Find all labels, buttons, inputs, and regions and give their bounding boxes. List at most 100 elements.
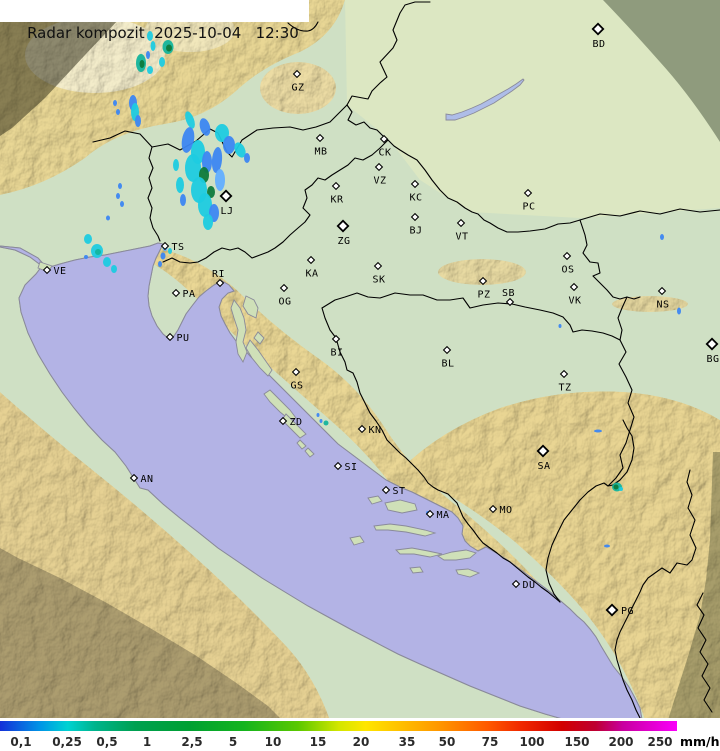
city-marker-diamond bbox=[381, 485, 391, 495]
city-kc: KC bbox=[409, 179, 422, 204]
city-marker-diamond bbox=[705, 337, 719, 351]
city-marker-diamond bbox=[160, 241, 170, 251]
city-label: SB bbox=[502, 288, 515, 299]
city-st: ST bbox=[381, 485, 405, 497]
radar-map: BD GZ MB CK VZ KR KC PC LJ ZG BJ VT TS OS VE RI KA SK PA OG… bbox=[0, 0, 720, 721]
radar-cell bbox=[147, 66, 153, 74]
city-label: MO bbox=[500, 505, 513, 516]
radar-cell bbox=[660, 234, 664, 240]
radar-cell bbox=[120, 201, 124, 207]
city-marker-diamond bbox=[442, 345, 452, 355]
city-label: TZ bbox=[558, 383, 571, 394]
city-marker-diamond bbox=[410, 179, 420, 189]
city-ma: MA bbox=[425, 509, 450, 521]
city-marker-diamond bbox=[336, 219, 350, 233]
city-label: KN bbox=[369, 425, 382, 436]
radar-cell bbox=[199, 118, 211, 136]
lake-balaton bbox=[445, 78, 525, 121]
legend-tick: 0,1 bbox=[10, 735, 32, 749]
radar-cell bbox=[234, 142, 246, 158]
city-label: PG bbox=[621, 606, 634, 617]
city-label: BJ bbox=[409, 226, 422, 237]
city-mo: MO bbox=[488, 505, 513, 516]
city-ka: KA bbox=[305, 255, 318, 280]
city-si: SI bbox=[333, 461, 357, 473]
radar-cell bbox=[113, 100, 117, 106]
legend-tick: 0,25 bbox=[52, 735, 82, 749]
radar-cell bbox=[211, 147, 223, 173]
city-pg: PG bbox=[605, 603, 634, 617]
city-label: AN bbox=[141, 474, 154, 485]
city-pz: PZ bbox=[477, 276, 490, 301]
city-ri: RI bbox=[212, 269, 225, 288]
city-label: PZ bbox=[477, 290, 490, 301]
radar-cell bbox=[558, 324, 562, 328]
city-os: OS bbox=[561, 251, 574, 276]
city-label: BL bbox=[441, 359, 454, 370]
radar-cell bbox=[147, 31, 153, 41]
city-gz: GZ bbox=[291, 69, 304, 94]
city-marker-diamond bbox=[374, 162, 384, 172]
city-vz: VZ bbox=[373, 162, 386, 187]
radar-cell bbox=[215, 124, 229, 142]
radar-cell bbox=[84, 255, 88, 259]
city-label: OS bbox=[561, 265, 574, 276]
city-ck: CK bbox=[378, 134, 391, 159]
radar-cell bbox=[159, 57, 165, 67]
city-du: DU bbox=[511, 580, 535, 591]
map-canvas: BD GZ MB CK VZ KR KC PC LJ ZG BJ VT TS OS VE RI KA SK PA OG… bbox=[0, 0, 720, 721]
intensity-legend: 0,1 0,25 0,5 1 2,5 5 10 15 20 35 50 75 100 150 200 250 … bbox=[0, 718, 720, 751]
city-marker-diamond bbox=[425, 509, 435, 519]
city-gs: GS bbox=[290, 367, 303, 392]
city-label: MA bbox=[437, 510, 450, 521]
radar-cell bbox=[594, 429, 602, 433]
radar-cell bbox=[135, 115, 141, 127]
radar-cell bbox=[215, 169, 225, 191]
city-marker-diamond bbox=[591, 22, 605, 36]
radar-cell bbox=[223, 136, 235, 154]
city-marker-diamond bbox=[562, 251, 572, 261]
city-ns: NS bbox=[656, 286, 669, 311]
city-marker-diamond bbox=[278, 416, 288, 426]
legend-unit-label: mm/h bbox=[680, 734, 720, 749]
legend-tick: 1 bbox=[142, 735, 152, 749]
title-text: Radar kompozit 2025-10-04 12:30 bbox=[27, 24, 299, 42]
city-marker-diamond bbox=[569, 282, 579, 292]
city-marker-diamond bbox=[456, 218, 466, 228]
city-label: BI bbox=[330, 348, 343, 359]
legend-tick: 75 bbox=[481, 735, 499, 749]
city-label: OG bbox=[278, 297, 291, 308]
radar-cell bbox=[613, 484, 619, 490]
radar-cell bbox=[84, 234, 92, 244]
city-label: PA bbox=[183, 289, 196, 300]
radar-cell bbox=[185, 154, 201, 182]
city-label: VZ bbox=[373, 176, 386, 187]
radar-cell bbox=[168, 248, 172, 254]
city-marker-diamond bbox=[379, 134, 389, 144]
city-marker-diamond bbox=[357, 424, 367, 434]
city-mb: MB bbox=[314, 133, 327, 158]
legend-tick: 20 bbox=[352, 735, 370, 749]
city-marker-diamond bbox=[42, 265, 52, 275]
radar-cell bbox=[244, 153, 250, 163]
city-label: GS bbox=[290, 381, 303, 392]
radar-cell bbox=[198, 193, 212, 217]
city-marker-diamond bbox=[333, 461, 343, 471]
title-bar: Radar kompozit 2025-10-04 12:30 bbox=[0, 0, 309, 42]
radar-cell bbox=[173, 159, 179, 171]
city-label: ZG bbox=[337, 236, 350, 247]
legend-tick: 5 bbox=[228, 735, 238, 749]
radar-cell bbox=[207, 186, 215, 198]
city-marker-diamond bbox=[657, 286, 667, 296]
legend-tick: 200 bbox=[608, 735, 634, 749]
city-marker-diamond bbox=[410, 212, 420, 222]
radar-cell bbox=[677, 307, 681, 315]
city-marker-diamond bbox=[478, 276, 488, 286]
radar-cell bbox=[103, 257, 111, 267]
city-marker-diamond bbox=[331, 181, 341, 191]
city-label: VE bbox=[54, 266, 67, 277]
city-label: SK bbox=[372, 275, 385, 286]
city-marker-diamond bbox=[331, 334, 341, 344]
radar-cell bbox=[116, 109, 120, 115]
city-vt: VT bbox=[455, 218, 468, 243]
